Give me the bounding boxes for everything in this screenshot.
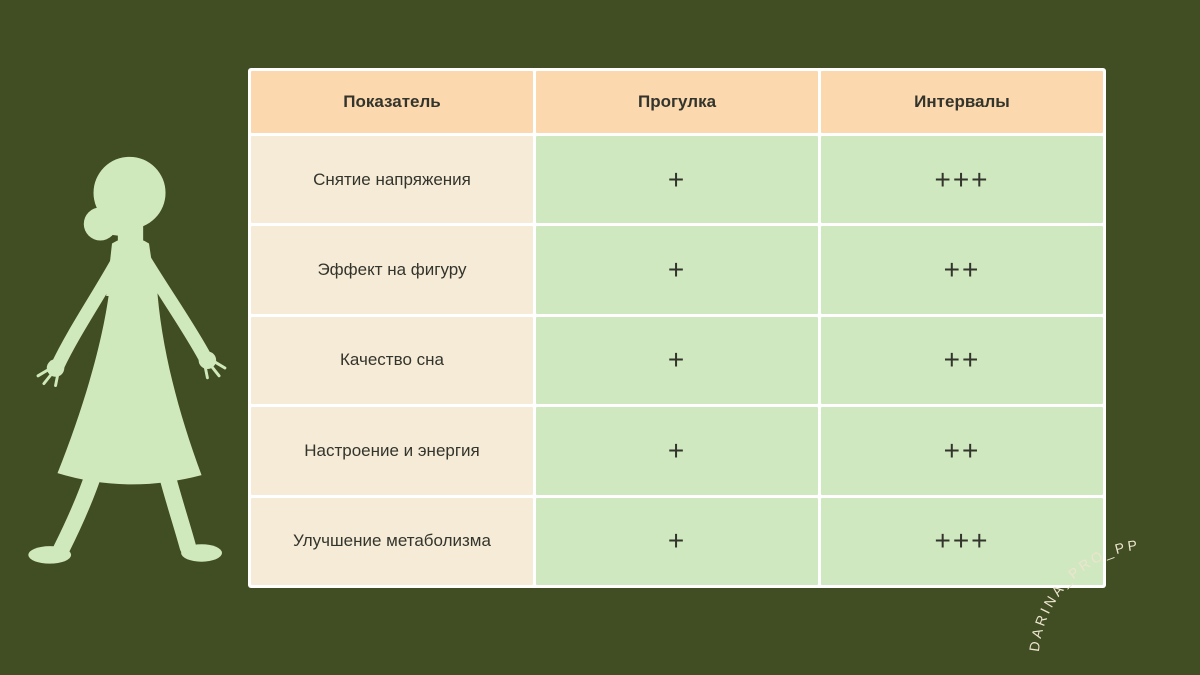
watermark: DARINA_PRO_PP <box>1026 536 1141 652</box>
intervals-value: ++ <box>821 316 1103 405</box>
column-header-walk: Прогулка <box>536 71 818 133</box>
comparison-table: Показатель Прогулка Интервалы Снятие нап… <box>248 68 1106 588</box>
walk-value: + <box>536 497 818 585</box>
row-label: Снятие напряжения <box>251 136 533 224</box>
watermark-text: DARINA_PRO_PP <box>1026 536 1138 652</box>
row-label: Качество сна <box>251 316 533 405</box>
walking-woman-silhouette-icon <box>28 156 227 564</box>
column-header-intervals: Интервалы <box>821 71 1103 133</box>
intervals-value: +++ <box>821 497 1103 585</box>
intervals-value: ++ <box>821 226 1103 314</box>
row-label: Улучшение метаболизма <box>251 497 533 585</box>
row-label: Настроение и энергия <box>251 407 533 495</box>
column-header-indicator: Показатель <box>251 71 533 133</box>
walk-value: + <box>536 407 818 495</box>
walk-value: + <box>536 136 818 224</box>
row-label: Эффект на фигуру <box>251 226 533 314</box>
walk-value: + <box>536 316 818 405</box>
svg-text:DARINA_PRO_PP: DARINA_PRO_PP <box>1026 536 1141 652</box>
intervals-value: +++ <box>821 136 1103 224</box>
intervals-value: ++ <box>821 407 1103 495</box>
walk-value: + <box>536 226 818 314</box>
